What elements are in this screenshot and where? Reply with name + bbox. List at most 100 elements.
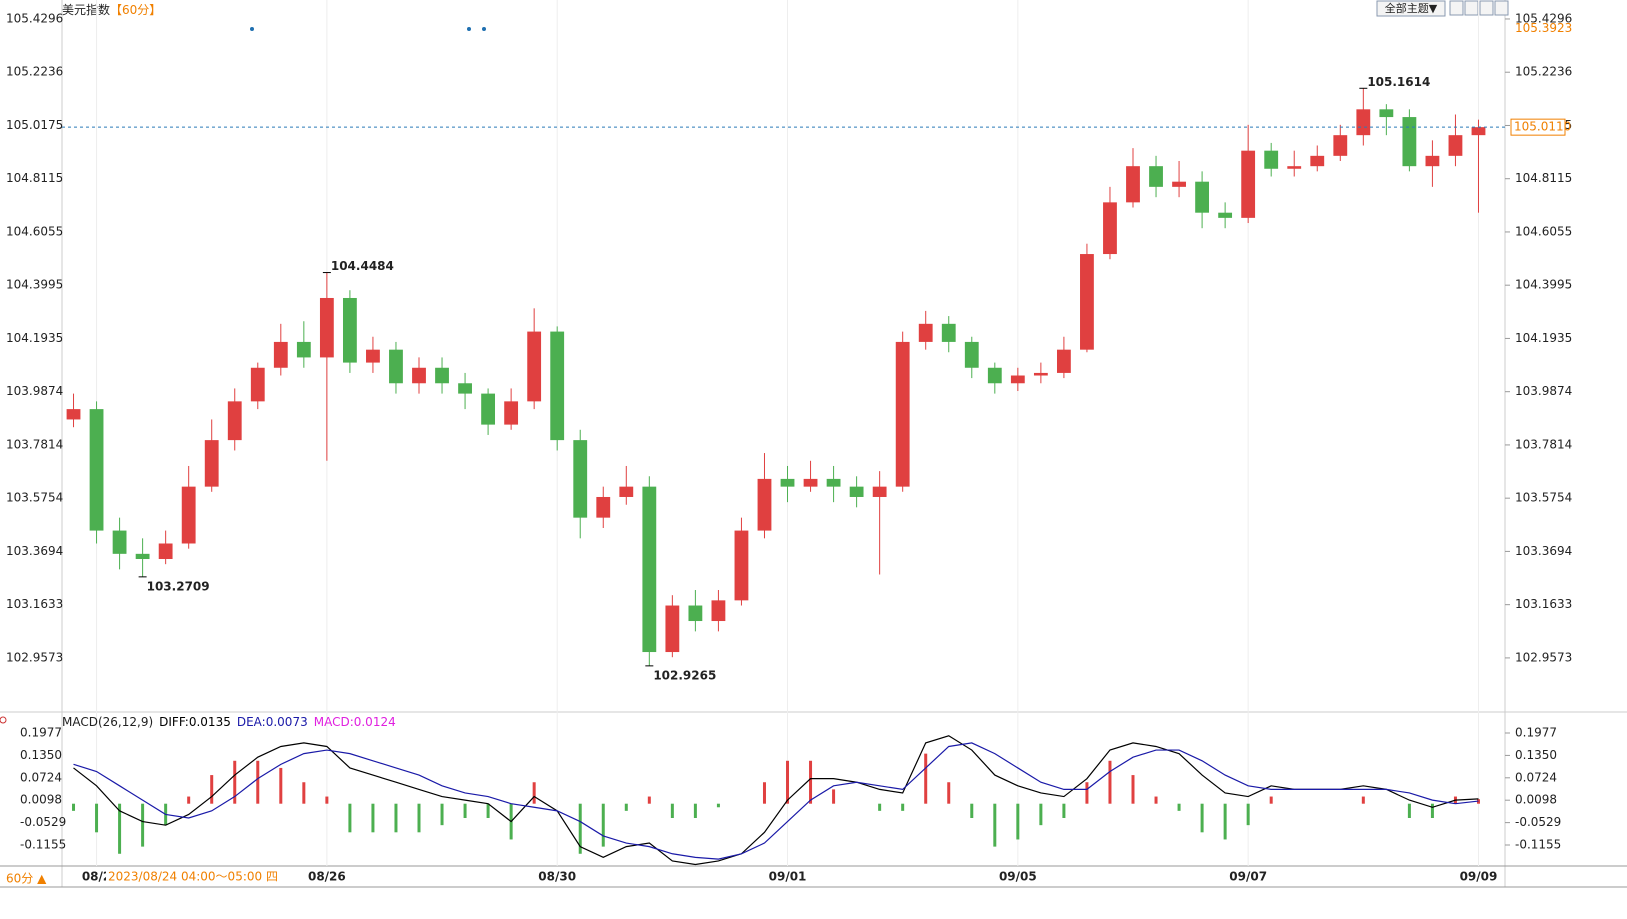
candle-body <box>1333 135 1348 156</box>
theme-button[interactable] <box>1376 0 1446 17</box>
legend-value: 0.0135 <box>189 715 231 729</box>
macd-legend: MACD(26,12,9) DIFF:0.0135 DEA:0.0073 MACD:0… <box>62 715 396 729</box>
candle-body <box>849 486 864 497</box>
y-tick-label: -0.0529 <box>20 815 66 829</box>
y-tick-label: 0.0724 <box>20 770 62 784</box>
candle-body <box>273 341 288 368</box>
candle-body <box>435 367 449 384</box>
candle-body <box>504 401 519 425</box>
candle-body <box>481 393 496 425</box>
tool-button[interactable] <box>1464 0 1479 16</box>
signal-dot <box>250 27 254 31</box>
settings-icon[interactable] <box>0 716 7 724</box>
candle-body <box>319 297 334 358</box>
candle-body <box>112 530 127 554</box>
x-tick-label: 09/07 <box>1229 870 1267 884</box>
candle-body <box>757 478 772 531</box>
y-tick-label: 104.8115 <box>6 171 63 185</box>
candle-body <box>296 341 311 358</box>
x-tick-label: 08/2 <box>82 870 111 884</box>
candle-body <box>826 478 841 487</box>
candle-body <box>1356 109 1371 136</box>
candle-body <box>1425 155 1440 167</box>
y-tick-label: 104.1935 <box>6 331 63 345</box>
candle-body <box>1264 150 1279 169</box>
y-tick-label: 102.9573 <box>6 650 63 664</box>
theme-button-label[interactable]: 全部主题▼ <box>1385 1 1438 15</box>
legend-value: 0.0124 <box>354 715 396 729</box>
candle-body <box>573 440 588 518</box>
y-tick-label: 104.1935 <box>1515 331 1572 345</box>
y-tick-label: 105.4296 <box>6 11 63 25</box>
current-price-box <box>1510 118 1566 136</box>
candle-body <box>964 341 979 368</box>
candle-body <box>619 486 634 497</box>
candle-body <box>66 409 81 420</box>
candle-body <box>1080 254 1094 350</box>
extreme-label: 102.9265 <box>653 668 716 682</box>
y-tick-label: 103.1633 <box>1515 597 1572 611</box>
candle-body <box>941 323 956 342</box>
candle-body <box>458 383 472 394</box>
y-tick-label: 104.3995 <box>1515 278 1572 292</box>
candle-body <box>1195 181 1210 213</box>
legend-name: DEA: <box>237 715 266 729</box>
candle-body <box>1056 349 1071 373</box>
hover-time: 2023/08/24 04:00～05:00 四 <box>108 870 278 884</box>
current-price-label: 105.0110 <box>1514 120 1571 134</box>
y-tick-label: 105.0175 <box>6 118 63 132</box>
extreme-label: 103.2709 <box>147 579 210 593</box>
signal-dot <box>467 27 471 31</box>
y-tick-label: 0.1977 <box>20 725 62 739</box>
x-tick-label: 09/01 <box>769 870 807 884</box>
y-tick-label: 103.9874 <box>6 384 63 398</box>
tool-button[interactable] <box>1449 0 1464 16</box>
legend-name: DIFF: <box>159 715 189 729</box>
y-tick-label: 0.0098 <box>1515 793 1557 807</box>
candle-body <box>688 605 703 622</box>
candle-body <box>181 486 196 544</box>
tool-button[interactable] <box>1494 0 1509 16</box>
candle-body <box>550 331 565 441</box>
period-button[interactable]: 60分 ▲ <box>6 872 47 886</box>
candle-body <box>872 486 887 497</box>
candle-body <box>1241 150 1256 218</box>
y-tick-label: 105.2236 <box>1515 65 1572 79</box>
candle-body <box>412 367 426 384</box>
candle-body <box>342 297 357 363</box>
candle-body <box>135 553 150 560</box>
period-text: 【60分】 <box>110 3 161 17</box>
candle-body <box>895 341 910 487</box>
candle-body <box>1103 202 1117 255</box>
candle-body <box>918 323 933 342</box>
candle-body <box>780 478 795 487</box>
candle-body <box>227 401 242 441</box>
y-tick-label: 104.6055 <box>6 224 63 238</box>
y-tick-label: 103.9874 <box>1515 384 1572 398</box>
candle-body <box>1172 181 1186 187</box>
extreme-label: 104.4484 <box>331 259 394 273</box>
y-tick-label: 0.1977 <box>1515 725 1557 739</box>
candle-body <box>1471 127 1486 136</box>
y-tick-label: 103.5754 <box>6 491 63 505</box>
extreme-label: 105.1614 <box>1367 75 1430 89</box>
y-tick-label: -0.0529 <box>1515 815 1561 829</box>
chart-title: 美元指数【60分】 <box>62 2 161 17</box>
x-tick-label: 09/09 <box>1460 870 1498 884</box>
candle-body <box>1010 375 1025 384</box>
y-tick-label: 103.5754 <box>1515 491 1572 505</box>
candle-body <box>250 367 265 402</box>
tool-button[interactable] <box>1479 0 1494 16</box>
candle-body <box>1126 166 1140 203</box>
x-tick-label: 08/26 <box>308 870 346 884</box>
hover-time-box <box>106 868 266 885</box>
candle-body <box>1033 372 1048 376</box>
candle-body <box>711 600 726 622</box>
x-tick-label: 09/05 <box>999 870 1037 884</box>
y-tick-label: 102.9573 <box>1515 650 1572 664</box>
candle-body <box>596 496 611 518</box>
y-tick-label: 104.3995 <box>6 278 63 292</box>
